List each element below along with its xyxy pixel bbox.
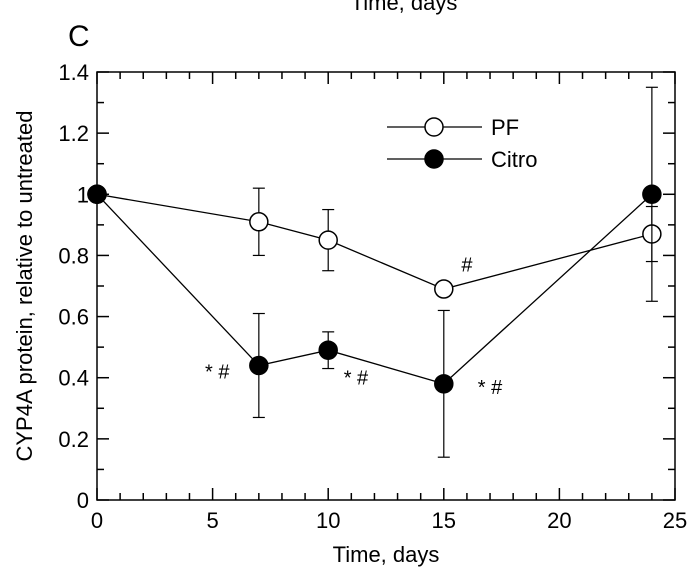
y-tick-label: 1.4 <box>58 60 89 85</box>
y-tick-label: 0.8 <box>58 243 89 268</box>
point-citro <box>249 355 269 376</box>
x-tick-label: 25 <box>663 508 687 533</box>
annotations-layer: # * # * # * # <box>205 255 503 399</box>
x-axis-title: Time, days <box>333 542 440 567</box>
y-tick-label: 0.4 <box>58 366 89 391</box>
series-line-pf <box>96 193 653 290</box>
x-tick-label: 20 <box>547 508 571 533</box>
y-tick-label: 1 <box>77 182 89 207</box>
legend-label-pf: PF <box>491 115 519 140</box>
x-tick-label: 15 <box>432 508 456 533</box>
y-tick-label: 0.2 <box>58 427 89 452</box>
point-citro <box>87 184 107 205</box>
y-axis-title: CYP4A protein, relative to untreated <box>12 111 37 462</box>
y-tick-label: 1.2 <box>58 121 89 146</box>
legend-marker-citro <box>424 149 444 169</box>
y-tick-label: 0.6 <box>58 305 89 330</box>
significance-annotation: * # <box>205 362 230 384</box>
point-pf <box>434 279 454 299</box>
x-tick-label: 0 <box>91 508 103 533</box>
significance-annotation: * # <box>344 368 369 390</box>
point-pf <box>318 230 338 250</box>
point-citro <box>642 184 662 205</box>
significance-annotation: # <box>461 255 473 277</box>
legend: PF Citro <box>387 115 537 172</box>
series-line-citro <box>96 193 653 385</box>
x-tick-label: 10 <box>316 508 340 533</box>
panel-letter: C <box>68 20 90 53</box>
point-citro <box>318 340 338 360</box>
series-layer <box>87 86 662 458</box>
point-citro <box>434 374 454 394</box>
x-tick-label: 5 <box>206 508 218 533</box>
axes-layer: 0 5 10 15 20 25 0 0.2 0.4 0.6 0.8 1 1.2 1.4 <box>58 60 687 533</box>
legend-label-citro: Citro <box>491 147 537 172</box>
y-tick-label: 0 <box>77 488 89 513</box>
significance-annotation: * # <box>478 377 503 399</box>
point-pf <box>249 212 269 232</box>
legend-marker-pf <box>424 117 444 137</box>
top-cut-label: Time, days <box>351 0 458 15</box>
